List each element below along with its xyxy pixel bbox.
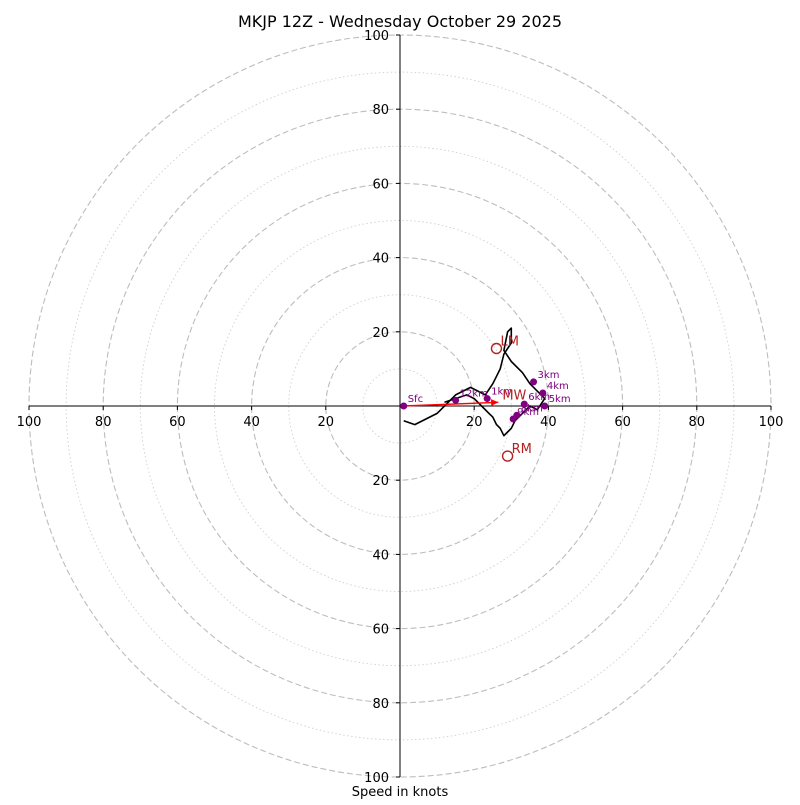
y-tick-label: 60	[372, 623, 389, 638]
x-tick-label: 40	[243, 415, 260, 430]
height-label-12km: 12km	[460, 388, 488, 399]
x-tick-label: 60	[169, 415, 186, 430]
height-label-9km: 9km	[517, 407, 539, 418]
storm-marker-RM	[501, 450, 514, 462]
x-tick-label: 20	[318, 415, 335, 430]
y-tick-label: 60	[372, 177, 389, 192]
y-tick-label: 80	[372, 103, 389, 118]
height-marker-4km	[539, 389, 547, 397]
chart-title: MKJP 12Z - Wednesday October 29 2025	[238, 12, 562, 31]
x-tick-label: 100	[17, 415, 42, 430]
storm-marker-LM	[490, 342, 503, 355]
axes	[29, 35, 771, 777]
x-tick-label: 20	[466, 415, 483, 430]
x-tick-label: 80	[95, 415, 112, 430]
height-marker-6km	[520, 400, 528, 408]
height-label-3km: 3km	[538, 370, 560, 381]
axis-ticks: 100 80 60 40 20 20 40 60 80 100 100 80 60 40 20 20 40 60 8…	[17, 29, 784, 786]
y-tick-label: 20	[372, 474, 389, 489]
y-tick-label: 40	[372, 252, 389, 267]
shear-vector-arrowhead	[490, 399, 499, 407]
y-tick-label: 100	[364, 29, 389, 44]
storm-label-MW: MW	[502, 388, 526, 403]
storm-label-RM: RM	[512, 442, 532, 457]
height-label-6km: 6km	[528, 392, 550, 403]
height-marker-5km	[541, 402, 549, 410]
x-tick-label: 60	[614, 415, 631, 430]
x-tick-label: 40	[540, 415, 557, 430]
shear-vector-line	[403, 401, 499, 407]
height-marker-12km	[452, 396, 460, 404]
height-label-4km: 4km	[547, 381, 569, 392]
storm-motion-markers: LM RM MW	[490, 334, 532, 462]
x-tick-label: 80	[689, 415, 706, 430]
y-tick-label: 40	[372, 548, 389, 563]
wind-trace-group	[403, 327, 546, 437]
height-label-5km: 5km	[549, 394, 571, 405]
wind-trace-line	[403, 327, 546, 437]
shear-vector-group	[403, 399, 499, 407]
height-marker-9km	[509, 415, 517, 423]
storm-label-LM: LM	[500, 334, 518, 349]
y-tick-label: 100	[364, 771, 389, 786]
height-label-Sfc: Sfc	[408, 394, 423, 405]
height-label-1km: 1km	[491, 387, 513, 398]
y-tick-label: 80	[372, 697, 389, 712]
height-marker-1km	[483, 395, 491, 403]
height-marker-3km	[530, 378, 538, 386]
height-label-8km: 8km	[521, 403, 543, 414]
y-tick-label: 20	[372, 326, 389, 341]
x-axis-label: Speed in knots	[352, 785, 449, 800]
height-marker-Sfc	[400, 402, 408, 410]
x-tick-label: 100	[759, 415, 784, 430]
